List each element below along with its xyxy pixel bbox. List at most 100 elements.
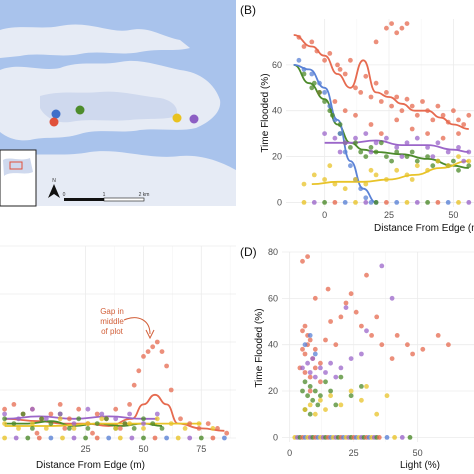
data-point-zero [164,435,170,441]
data-point-yellow [348,388,354,394]
map-land-south [0,151,236,206]
data-point-yellow [342,186,348,192]
data-point-red [368,94,374,100]
data-point-red [348,57,353,63]
data-point-green [456,167,461,173]
data-point-red [301,44,307,49]
trend-curve-purple [324,139,469,153]
x-tick-label: 50 [448,210,458,220]
map-inset-marker [9,161,23,170]
data-point-red [369,333,374,338]
data-point-red [389,356,395,361]
data-point-red [389,21,394,26]
data-point-zero [311,200,317,205]
data-point-purple [127,411,132,417]
data-point-yellow [332,181,338,187]
data-point-red [196,426,202,431]
data-point-zero [384,200,389,205]
data-point-yellow [456,154,461,160]
data-point-zero [13,435,19,441]
data-point-purple [384,135,389,141]
data-point-blue [327,103,333,109]
data-point-red [187,421,193,426]
data-point-yellow [57,416,63,422]
data-point-green [363,154,369,160]
y-tick-label: 60 [272,60,282,70]
data-point-red [332,99,338,104]
data-point-yellow [359,397,364,403]
data-point-red [309,39,315,45]
data-point-zero [376,435,382,440]
data-point-purple [461,158,467,164]
data-point-red [456,131,461,137]
y-tick-label: 20 [272,152,282,162]
data-point-yellow [141,426,146,431]
data-point-red [307,337,313,343]
data-point-yellow [373,172,379,178]
data-point-purple [337,149,343,155]
data-point-yellow [210,426,216,431]
data-point-red [456,117,461,123]
scale-label-0: 0 [63,192,66,198]
data-point-red [224,430,230,436]
data-point-yellow [384,177,389,182]
data-point-red [394,117,400,123]
data-point-red [76,406,82,412]
data-point-red [312,295,318,301]
panel-c-xlabel: Distance From Edge (m) [36,460,145,471]
data-point-blue [348,163,353,169]
data-point-green [404,154,410,160]
data-point-green [425,154,430,160]
data-point-purple [323,370,328,375]
data-point-purple [154,411,160,417]
data-point-zero [152,435,158,441]
y-tick-label: 0 [273,432,278,442]
gap-annotation-line-1: Gap in [100,307,124,316]
trend-curve-yellow [4,422,202,427]
data-point-yellow [99,416,105,422]
data-point-green [307,411,313,417]
x-tick-label: 50 [138,444,148,454]
panel-d-ticks: 0 25 50 0 20 40 60 80 [268,247,423,458]
data-point-yellow [327,163,333,169]
data-point-zero [222,435,227,441]
data-point-red [446,342,451,348]
panel-b-label: (B) [240,3,256,17]
data-point-purple [318,365,323,371]
data-point-red [425,108,430,114]
data-point-purple [425,145,430,150]
data-point-yellow [409,177,415,182]
data-point-red [440,135,446,141]
x-tick-label: 25 [81,444,91,454]
data-point-red [94,411,100,417]
data-point-blue [307,333,313,338]
data-point-blue [368,200,374,205]
panel-c: 25 50 75 Gap in middle of plot Distance Fr… [0,244,236,471]
data-point-red [410,351,415,357]
data-point-zero [117,435,123,441]
data-point-zero [71,435,77,441]
data-point-red [318,360,323,366]
data-point-purple [404,140,410,146]
data-point-yellow [425,167,430,173]
data-point-zero [48,435,54,441]
data-point-yellow [384,393,390,399]
data-point-red [384,25,389,31]
data-point-blue [358,186,364,192]
data-point-red [57,402,63,407]
data-point-red [141,354,146,359]
data-point-yellow [466,158,472,164]
data-point-green [414,158,420,164]
x-tick-label: 50 [413,448,423,458]
data-point-yellow [311,172,317,178]
data-point-zero [25,435,31,441]
data-point-red [168,387,174,393]
data-point-red [379,342,385,348]
data-point-yellow [445,163,451,169]
data-point-yellow [2,421,7,426]
data-point-red [113,406,119,412]
data-point-purple [466,149,472,155]
data-point-green [131,426,137,431]
data-point-green [305,393,310,399]
data-point-red [150,344,156,350]
